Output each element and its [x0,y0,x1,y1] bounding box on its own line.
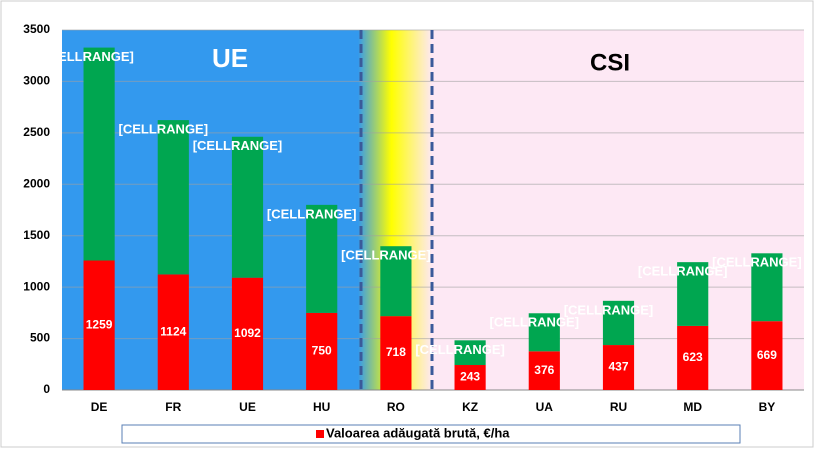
data-label: [CELLRANGE] [119,122,209,137]
bar-segment [380,316,412,390]
bar-segment [528,313,560,352]
y-tick-label: 500 [30,331,50,345]
bar-segment [231,277,264,390]
x-tick-label: UE [239,400,256,414]
bar-segment [306,312,338,390]
data-label: 669 [757,348,777,362]
x-tick-label: KZ [462,400,478,414]
x-tick-label: HU [313,400,330,414]
y-tick-label: 3000 [23,74,50,88]
bar-segment [528,351,560,390]
data-label: [CELLRANGE] [490,315,580,330]
y-tick-label: 3500 [23,22,50,36]
data-label: [CELLRANGE] [341,248,431,263]
data-label: 376 [534,363,554,377]
data-label: [CELLRANGE] [415,342,505,357]
data-label: 1259 [86,317,113,331]
annotation: UE [212,43,248,73]
x-tick-label: BY [759,400,776,414]
data-label: [CELLRANGE] [564,302,654,317]
bar-segment [677,262,709,326]
y-tick-label: 2500 [23,125,50,139]
bar-segment [602,345,635,390]
bar-segment [751,253,783,322]
data-label: [CELLRANGE] [193,138,283,153]
data-label: 718 [386,345,406,359]
data-label: [CELLRANGE] [267,206,357,221]
bar-segment [677,325,709,390]
data-label: [CELLRANGE] [638,264,728,279]
x-tick-label: DE [91,400,108,414]
bar-segment [83,260,115,390]
data-label: 437 [608,360,628,374]
data-label: 1124 [160,324,186,338]
data-label: 243 [460,370,480,384]
bar-segment [157,274,189,390]
data-label: [CELLRANGE] [712,255,802,270]
data-label: 1092 [234,326,261,340]
data-label: [CELLRANGE] [44,49,134,64]
data-label: 623 [683,350,703,364]
bar-segment [380,246,412,317]
annotation: CSI [590,49,630,76]
bar-segment [306,204,338,313]
y-tick-label: 0 [43,382,50,396]
data-label: 750 [312,344,332,358]
y-tick-label: 1000 [23,279,50,293]
x-tick-label: RU [610,400,627,414]
x-tick-label: FR [165,400,181,414]
bar-segment [231,136,264,278]
legend [121,424,741,444]
bar-segment [454,340,486,366]
bar-segment [454,365,486,390]
x-tick-label: UA [536,400,554,414]
bar-segment [157,120,189,275]
bar-segment [602,300,635,346]
y-tick-label: 1500 [23,228,50,242]
bar-segment [751,321,783,390]
legend-swatch [316,430,324,438]
legend-label: Valoarea adăugată brută, €/ha [326,425,510,440]
y-tick-label: 2000 [23,176,50,190]
x-tick-label: MD [683,400,702,414]
x-tick-label: RO [387,400,405,414]
bar-segment [83,47,115,261]
